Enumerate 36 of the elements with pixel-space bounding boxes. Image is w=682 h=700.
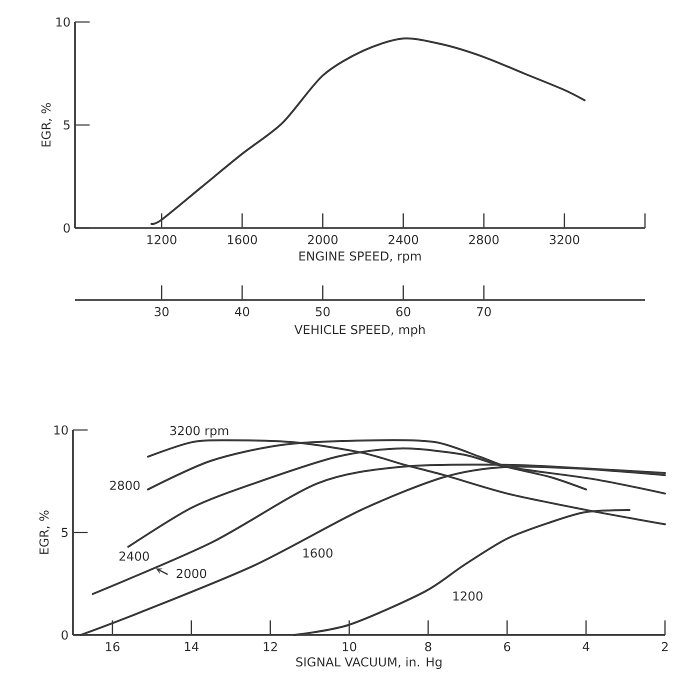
- x2-tick-label: 60: [396, 307, 410, 316]
- x-tick-label: 2000: [308, 235, 338, 244]
- x-tick-label: 16: [106, 642, 120, 652]
- x-tick-label: 10: [342, 642, 356, 652]
- x-tick-label: 1200: [147, 235, 176, 244]
- y-tick-label: 0: [62, 630, 68, 640]
- x-tick-label: 3200: [550, 235, 580, 244]
- series-label: 1600: [303, 548, 332, 558]
- x-tick-label: 1600: [228, 235, 257, 244]
- x-tick-label: 2800: [469, 235, 499, 244]
- x-axis-title: SIGNAL VACUUM, in. Hg: [296, 657, 442, 669]
- x-tick-label: 4: [582, 642, 590, 651]
- x2-tick-label: 50: [316, 307, 330, 316]
- series-label: 2800: [110, 480, 140, 490]
- y-tick-label: 5: [64, 120, 70, 130]
- x-axis-title: ENGINE SPEED, rpm: [299, 251, 421, 264]
- y-tick-label: 10: [56, 17, 70, 27]
- x2-tick-label: 70: [477, 307, 491, 316]
- series-label: 1200: [453, 591, 482, 601]
- y-axis-title: EGR, %: [39, 510, 50, 554]
- x-tick-label: 12: [264, 642, 277, 652]
- x-tick-label: 2400: [388, 235, 418, 244]
- series-label: 3200 rpm: [170, 426, 228, 438]
- y-tick-label: 10: [54, 425, 68, 435]
- x2-tick-label: 30: [154, 307, 169, 316]
- x-tick-label: 2: [662, 642, 668, 652]
- legend-label: 2000: [176, 568, 206, 578]
- series-label: 2400: [119, 552, 149, 561]
- y-tick-label: 5: [62, 528, 68, 538]
- x2-tick-label: 40: [234, 307, 250, 316]
- y-axis-title: EGR, %: [41, 103, 52, 146]
- y-tick-label: 0: [64, 223, 70, 233]
- x-tick-label: 14: [184, 642, 199, 651]
- x-tick-label: 6: [504, 642, 510, 652]
- x2-axis-title: VEHICLE SPEED, mph: [294, 324, 425, 337]
- x-tick-label: 8: [425, 642, 432, 652]
